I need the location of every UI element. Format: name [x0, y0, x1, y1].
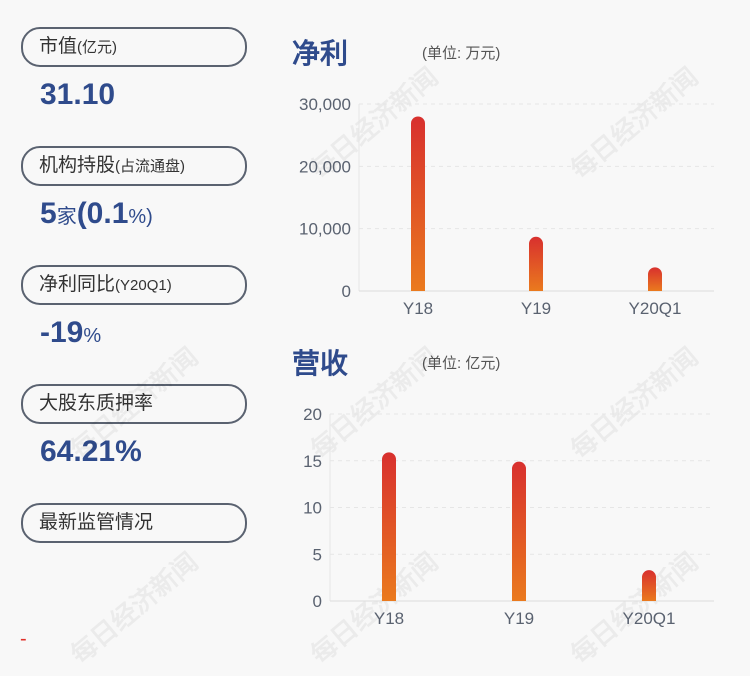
label: 市值 — [39, 36, 78, 57]
label: 机构持股 — [39, 155, 116, 176]
bar-Y18 — [382, 452, 396, 601]
pledge-ratio-value: 64.21% — [40, 435, 142, 468]
watermark: 每日经济新闻 — [65, 341, 204, 464]
pct: % — [83, 325, 102, 347]
chart-unit-revenue: (单位: 亿元) — [422, 355, 501, 372]
sub-label: (Y20Q1) — [115, 277, 172, 294]
label: 净利同比 — [39, 274, 116, 295]
regulation-status-button[interactable]: 最新监管情况 — [21, 503, 247, 543]
label: 大股东质押率 — [39, 393, 154, 414]
chart-unit-profit: (单位: 万元) — [422, 45, 501, 62]
y-tick-label: 30,000 — [299, 95, 351, 114]
regulation-dash: - — [20, 628, 27, 650]
market-cap-value: 31.10 — [40, 78, 116, 111]
watermark: 每日经济新闻 — [65, 546, 204, 669]
chart-title-profit: 净利 — [292, 38, 349, 69]
bar-Y19 — [512, 461, 526, 601]
count: 5 — [40, 197, 57, 230]
chart-title-revenue: 营收 — [292, 348, 349, 379]
y-tick-label: 10,000 — [299, 220, 351, 239]
watermark: 每日经济新闻 — [305, 341, 444, 464]
label: 最新监管情况 — [39, 512, 154, 533]
sub-label: (占流通盘) — [115, 158, 186, 175]
sub-label: (亿元) — [77, 39, 118, 56]
y-tick-label: 20 — [303, 405, 322, 424]
institution-holding-value: 5家(0.1%) — [40, 197, 153, 231]
x-tick-label: Y19 — [521, 299, 551, 318]
y-tick-label: 0 — [342, 282, 351, 301]
y-tick-label: 10 — [303, 499, 322, 518]
y-tick-label: 20,000 — [299, 157, 351, 176]
x-tick-label: Y20Q1 — [623, 609, 676, 628]
ratio: (0.1 — [76, 197, 129, 230]
bar-Y20Q1 — [642, 570, 656, 601]
bar-Y19 — [529, 236, 543, 291]
bar-Y18 — [411, 116, 425, 291]
x-tick-label: Y20Q1 — [629, 299, 682, 318]
unit: 家 — [56, 206, 77, 228]
x-tick-label: Y18 — [403, 299, 433, 318]
x-tick-label: Y19 — [504, 609, 534, 628]
number: -19 — [40, 316, 84, 349]
pct: %) — [128, 206, 153, 228]
pledge-ratio-label: 大股东质押率 — [21, 384, 247, 424]
bar-Y20Q1 — [648, 267, 662, 291]
profit-yoy-label: 净利同比(Y20Q1) — [21, 265, 247, 305]
market-cap-label: 市值(亿元) — [21, 27, 247, 67]
profit-yoy-value: -19% — [40, 316, 101, 350]
x-tick-label: Y18 — [374, 609, 404, 628]
y-tick-label: 15 — [303, 452, 322, 471]
watermark: 每日经济新闻 — [565, 341, 704, 464]
institution-holding-label: 机构持股(占流通盘) — [21, 146, 247, 186]
y-tick-label: 0 — [313, 592, 322, 611]
y-tick-label: 5 — [313, 545, 322, 564]
